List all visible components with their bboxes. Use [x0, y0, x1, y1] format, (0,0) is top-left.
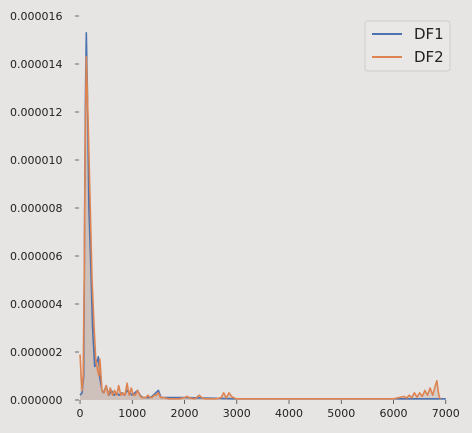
y-axis-ticks: 0.000000 0.000002 0.000004 0.000006 0.000008… [10, 10, 79, 407]
x-axis-ticks: 0 1000 2000 3000 4000 5000 6000 7000 [77, 400, 460, 420]
x-tick-label: 7000 [432, 407, 460, 420]
density-line-df2 [79, 55, 442, 400]
legend-label-df2: DF2 [414, 48, 444, 66]
y-tick-label: 0.000004 [10, 298, 63, 311]
x-tick-label: 4000 [275, 407, 303, 420]
y-tick-label: 0.000010 [10, 154, 63, 167]
y-tick-label: 0.000008 [10, 202, 63, 215]
x-tick-label: 2000 [171, 407, 199, 420]
x-tick-label: 5000 [327, 407, 355, 420]
y-tick-label: 0.000014 [10, 58, 63, 71]
y-tick-label: 0.000000 [10, 394, 63, 407]
y-tick-label: 0.000002 [10, 346, 63, 359]
x-tick-label: 1000 [118, 407, 146, 420]
density-series-lines [79, 31, 446, 400]
y-tick-label: 0.000012 [10, 106, 63, 119]
y-tick-label: 0.000006 [10, 250, 63, 263]
x-tick-label: 3000 [223, 407, 251, 420]
y-tick-label: 0.000016 [10, 10, 63, 23]
x-tick-label: 0 [77, 407, 84, 420]
x-tick-label: 6000 [380, 407, 408, 420]
legend-label-df1: DF1 [414, 25, 444, 43]
